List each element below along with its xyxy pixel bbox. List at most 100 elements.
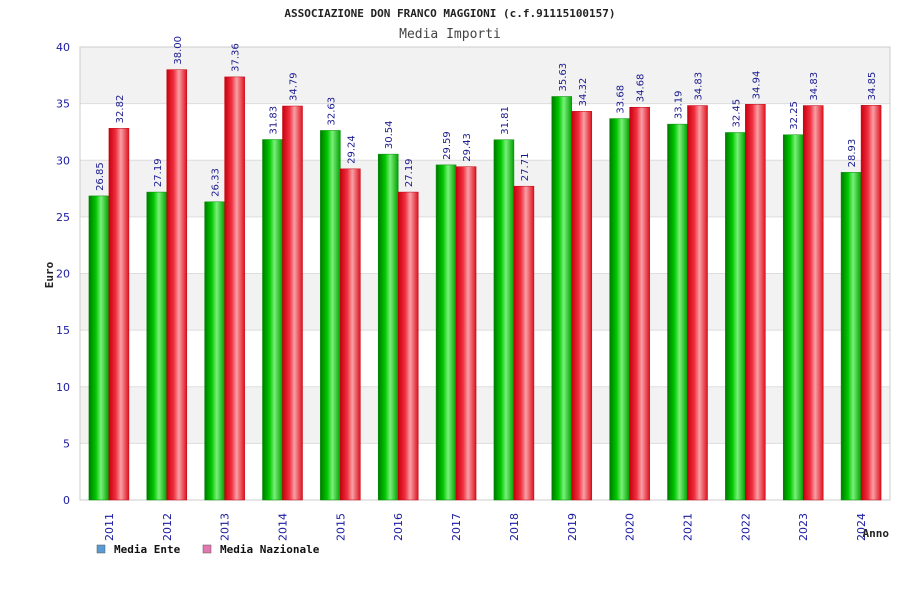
data-label-media-ente-2013: 26.33 bbox=[211, 168, 222, 197]
data-label-media-ente-2019: 35.63 bbox=[558, 63, 569, 92]
data-label-media-nazionale-2014: 34.79 bbox=[289, 72, 300, 101]
bar-media-ente-2022 bbox=[725, 132, 746, 501]
data-label-media-ente-2016: 30.54 bbox=[384, 120, 395, 149]
bar-media-ente-2011 bbox=[88, 195, 110, 501]
bar-media-ente-2023 bbox=[782, 134, 804, 501]
data-labels: 26.85 32.82 27.19 38.00 26.33 37.36 31.83 34.79… bbox=[95, 36, 878, 197]
data-label-media-ente-2021: 33.19 bbox=[674, 90, 685, 119]
grid-band bbox=[80, 330, 890, 387]
x-tick-label-2024: 2024 bbox=[855, 513, 868, 541]
bar-media-nazionale-2016 bbox=[397, 191, 419, 501]
data-label-media-nazionale-2020: 34.68 bbox=[636, 74, 647, 103]
x-tick-label-2017: 2017 bbox=[450, 513, 463, 541]
bar-media-nazionale-2011 bbox=[108, 128, 130, 501]
legend-swatch-media-nazionale bbox=[202, 544, 212, 554]
y-tick-label: 30 bbox=[56, 154, 70, 167]
y-tick-label: 20 bbox=[56, 268, 70, 281]
plot-area bbox=[79, 46, 891, 501]
bar-media-nazionale-2012 bbox=[166, 69, 188, 501]
bar-media-nazionale-2022 bbox=[745, 104, 766, 501]
y-tick-label: 0 bbox=[63, 494, 70, 507]
bar-media-ente-2024 bbox=[840, 172, 862, 501]
y-tick-label: 5 bbox=[63, 437, 70, 450]
x-tick-label-2011: 2011 bbox=[103, 513, 116, 541]
x-tick-label-2020: 2020 bbox=[624, 513, 637, 541]
bar-media-nazionale-2023 bbox=[802, 105, 824, 501]
bar-media-nazionale-2017 bbox=[455, 166, 477, 501]
x-tick-label-2019: 2019 bbox=[566, 513, 579, 541]
data-label-media-ente-2020: 33.68 bbox=[616, 85, 627, 114]
bar-media-nazionale-2020 bbox=[629, 106, 650, 501]
data-label-media-ente-2015: 32.63 bbox=[326, 97, 337, 126]
data-label-media-nazionale-2013: 37.36 bbox=[231, 43, 242, 72]
x-tick-label-2022: 2022 bbox=[739, 513, 752, 541]
bar-media-ente-2012 bbox=[146, 191, 168, 501]
legend-label-media-ente: Media Ente bbox=[114, 543, 181, 556]
data-label-media-nazionale-2017: 29.43 bbox=[462, 133, 473, 162]
data-label-media-nazionale-2012: 38.00 bbox=[173, 36, 184, 65]
data-label-media-ente-2024: 28.93 bbox=[847, 139, 858, 168]
x-tick-label-2018: 2018 bbox=[508, 513, 521, 541]
data-label-media-ente-2011: 26.85 bbox=[95, 162, 106, 191]
bar-media-nazionale-2015 bbox=[340, 168, 361, 501]
grid-band bbox=[80, 103, 890, 161]
grid-band bbox=[80, 273, 890, 331]
bar-media-ente-2013 bbox=[204, 201, 225, 501]
data-label-media-nazionale-2011: 32.82 bbox=[115, 95, 126, 124]
x-tick-label-2023: 2023 bbox=[797, 513, 810, 541]
data-label-media-nazionale-2023: 34.83 bbox=[809, 72, 820, 101]
bar-media-ente-2014 bbox=[262, 139, 283, 501]
bar-media-nazionale-2024 bbox=[860, 105, 882, 501]
grid-band bbox=[80, 443, 890, 500]
bars bbox=[88, 69, 882, 501]
bar-media-nazionale-2021 bbox=[687, 105, 708, 501]
x-tick-label-2013: 2013 bbox=[219, 513, 232, 541]
grid-band bbox=[80, 47, 890, 104]
bar-media-ente-2015 bbox=[320, 130, 341, 501]
x-axis-ticks: 2011 2012 2013 2014 2015 2016 2017 2018 2019 2020… bbox=[103, 513, 868, 541]
data-label-media-nazionale-2021: 34.83 bbox=[694, 72, 705, 101]
bar-media-ente-2019 bbox=[551, 96, 573, 501]
bar-media-ente-2016 bbox=[377, 153, 399, 501]
y-tick-label: 10 bbox=[56, 381, 70, 394]
x-tick-label-2021: 2021 bbox=[682, 513, 695, 541]
bar-media-ente-2020 bbox=[609, 118, 630, 501]
bar-media-ente-2018 bbox=[493, 139, 515, 501]
legend-swatch-media-ente bbox=[96, 544, 106, 554]
y-axis-ticks: 0 5 10 15 20 25 30 35 40 bbox=[56, 41, 70, 507]
data-label-media-ente-2014: 31.83 bbox=[269, 106, 280, 135]
x-tick-label-2014: 2014 bbox=[277, 513, 290, 541]
bar-media-nazionale-2019 bbox=[571, 111, 593, 501]
y-tick-label: 35 bbox=[56, 98, 70, 111]
chart-title: ASSOCIAZIONE DON FRANCO MAGGIONI (c.f.91… bbox=[284, 7, 615, 20]
data-label-media-nazionale-2019: 34.32 bbox=[578, 78, 589, 107]
bar-media-ente-2017 bbox=[435, 164, 457, 501]
data-label-media-ente-2023: 32.25 bbox=[789, 101, 800, 130]
grid-bands bbox=[80, 46, 890, 501]
data-label-media-ente-2017: 29.59 bbox=[442, 131, 453, 160]
legend: Media Ente Media Nazionale bbox=[96, 543, 320, 556]
data-label-media-nazionale-2022: 34.94 bbox=[751, 71, 762, 100]
bar-media-nazionale-2013 bbox=[224, 76, 245, 501]
y-tick-label: 40 bbox=[56, 41, 70, 54]
grid-band bbox=[80, 386, 890, 444]
bar-media-nazionale-2018 bbox=[513, 185, 535, 501]
grid-band bbox=[80, 160, 890, 217]
y-tick-label: 15 bbox=[56, 324, 70, 337]
data-label-media-nazionale-2018: 27.71 bbox=[520, 153, 531, 182]
data-label-media-nazionale-2015: 29.24 bbox=[346, 135, 357, 164]
data-label-media-ente-2018: 31.81 bbox=[500, 106, 511, 135]
grid-band bbox=[80, 216, 890, 274]
data-label-media-ente-2012: 27.19 bbox=[153, 158, 164, 187]
data-label-media-nazionale-2016: 27.19 bbox=[404, 158, 415, 187]
bar-media-ente-2021 bbox=[667, 123, 688, 501]
x-tick-label-2016: 2016 bbox=[392, 513, 405, 541]
data-label-media-nazionale-2024: 34.85 bbox=[867, 72, 878, 101]
legend-label-media-nazionale: Media Nazionale bbox=[220, 543, 320, 556]
y-tick-label: 25 bbox=[56, 211, 70, 224]
x-axis-label: Anno bbox=[863, 527, 890, 540]
x-tick-label-2015: 2015 bbox=[334, 513, 347, 541]
chart-subtitle: Media Importi bbox=[399, 27, 501, 42]
data-label-media-ente-2022: 32.45 bbox=[731, 99, 742, 128]
